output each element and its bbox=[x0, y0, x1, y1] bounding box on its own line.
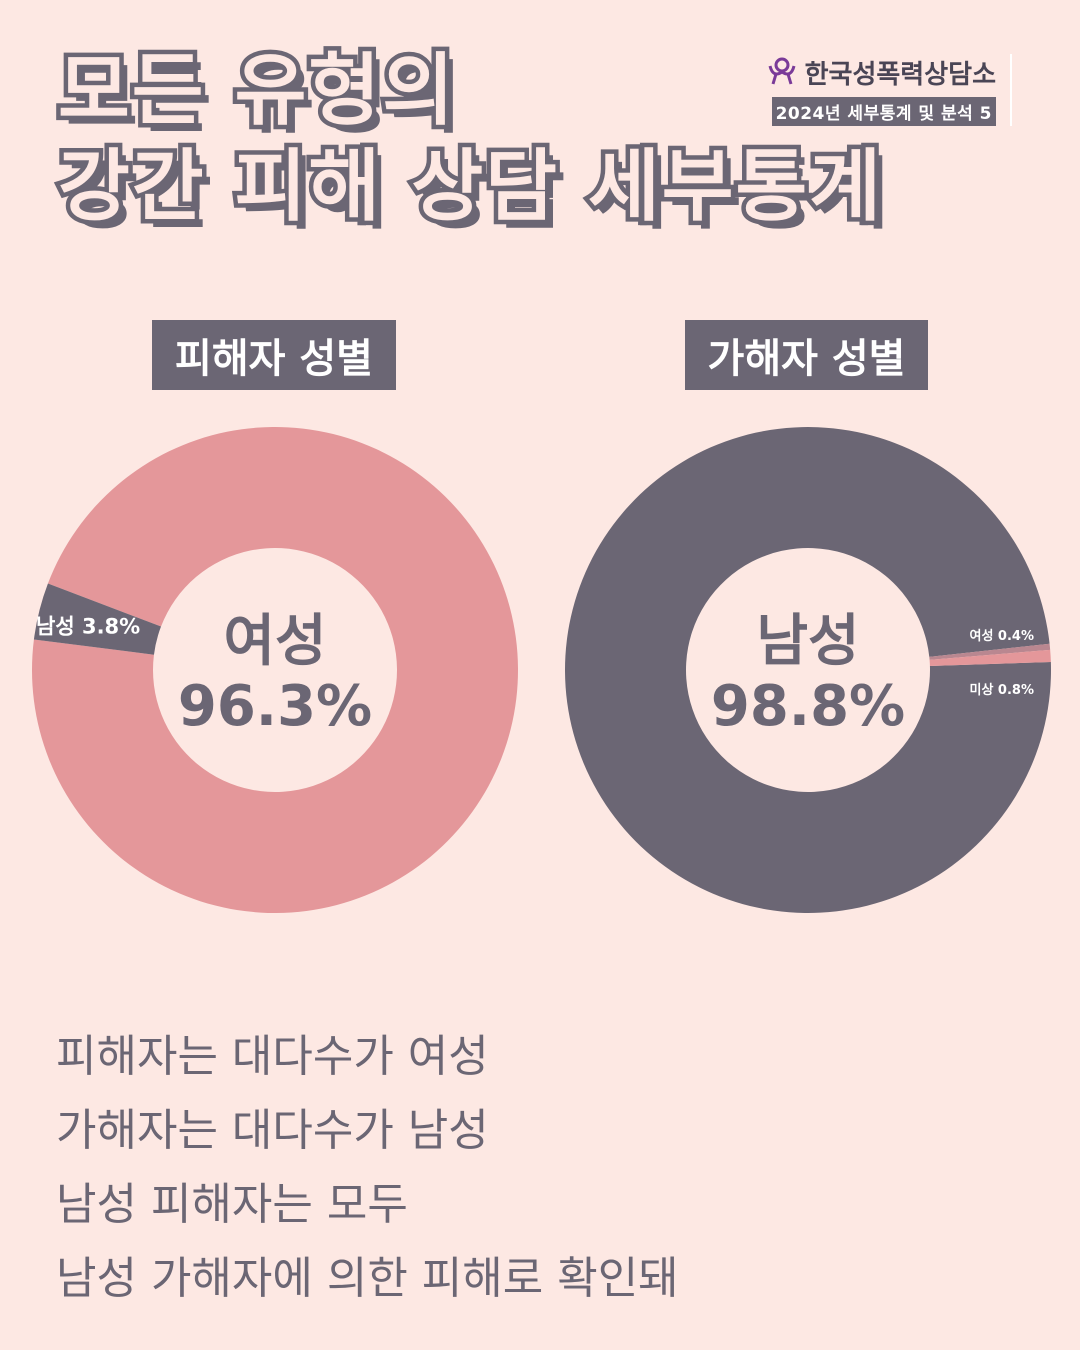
pie-slice-label-1-2: 미상 0.8% bbox=[969, 682, 1034, 698]
caption-line-2: 가해자는 대다수가 남성 bbox=[56, 1105, 489, 1156]
brand-subtitle: 2024년 세부통계 및 분석 5 bbox=[771, 97, 996, 126]
pie-slice-0-1 bbox=[33, 583, 162, 655]
chart-title-victim-gender: 피해자 성별 bbox=[152, 320, 396, 390]
chart-title-offender-gender: 가해자 성별 bbox=[685, 320, 928, 390]
pie-slice-1-1 bbox=[929, 643, 1051, 660]
brand-name: 한국성폭력상담소 bbox=[804, 60, 996, 90]
center-label-1: 남성 bbox=[756, 609, 859, 674]
center-label-0: 여성 bbox=[223, 609, 326, 674]
center-value-0: 96.3% bbox=[178, 674, 372, 739]
brand-block: 한국성폭력상담소 2024년 세부통계 및 분석 5 bbox=[765, 54, 1012, 126]
caption-line-4: 남성 가해자에 의한 피해로 확인돼 bbox=[56, 1253, 679, 1304]
caption-line-3: 남성 피해자는 모두 bbox=[56, 1179, 408, 1230]
pie-slice-0-0 bbox=[32, 426, 519, 913]
pie-slice-label-0-1: 남성 3.8% bbox=[36, 615, 140, 639]
page-title-line-1: 모든 유형의 bbox=[54, 46, 459, 136]
pie-slice-1-2 bbox=[929, 649, 1051, 666]
center-value-1: 98.8% bbox=[711, 674, 905, 739]
pie-slice-1-0 bbox=[564, 426, 1051, 913]
pie-slice-label-1-1: 여성 0.4% bbox=[969, 628, 1034, 644]
caption-line-1: 피해자는 대다수가 여성 bbox=[56, 1031, 489, 1082]
page-title-line-2: 강간 피해 상담 세부통계 bbox=[53, 142, 885, 232]
person-heart-icon bbox=[765, 56, 799, 90]
